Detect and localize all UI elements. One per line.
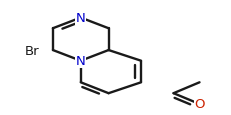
Text: N: N xyxy=(76,55,85,68)
Text: Br: Br xyxy=(24,44,39,57)
Text: O: O xyxy=(193,98,204,111)
Text: N: N xyxy=(76,12,85,25)
